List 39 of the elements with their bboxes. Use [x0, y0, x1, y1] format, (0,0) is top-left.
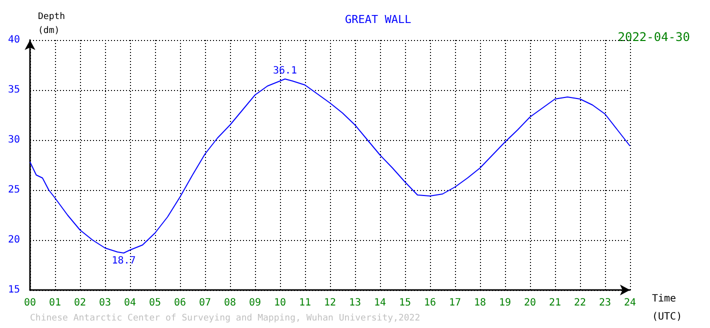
x-tick-label: 09 [248, 298, 262, 308]
x-tick-label: 22 [574, 298, 586, 308]
x-tick-label: 17 [448, 298, 462, 308]
x-tick-label: 07 [198, 298, 212, 308]
line-series [30, 78, 630, 254]
x-tick-label: 18 [474, 298, 486, 308]
x-tick-label: 10 [274, 298, 286, 308]
y-tick-label: 30 [8, 134, 20, 146]
x-tick-label: 24 [624, 298, 636, 308]
x-tick-label: 08 [224, 298, 236, 308]
x-tick-label: 04 [124, 298, 136, 308]
x-tick-label: 13 [348, 298, 362, 308]
annotation: 2022-04-30 [618, 30, 690, 44]
x-axis-title: Time (UTC) [652, 294, 682, 322]
y-tick-label: 20 [8, 234, 20, 246]
x-tick-label: 00 [24, 298, 36, 308]
x-tick-label: 02 [74, 298, 86, 308]
chart-title: GREAT WALL [345, 13, 412, 26]
y-tick-label: 40 [8, 34, 20, 46]
x-tick-label: 11 [298, 298, 312, 308]
x-tick-label: 06 [174, 298, 186, 308]
text: Chinese Antarctic Center of Surveying and Mapping, Wuhan University,2022 [30, 314, 420, 324]
y-tick-label: 25 [8, 184, 20, 196]
x-tick-label: 01 [48, 298, 62, 308]
y-tick-label: 35 [8, 84, 20, 96]
x-tick-label: 03 [98, 298, 112, 308]
x-tick-label: 20 [524, 298, 536, 308]
x-tick-label: 16 [424, 298, 436, 308]
x-tick-label: 05 [148, 298, 162, 308]
x-tick-label: 23 [598, 298, 612, 308]
annotation: 18.7 [112, 256, 136, 266]
y-axis-title: Depth (dm) [38, 12, 66, 36]
x-tick-label: 15 [398, 298, 412, 308]
x-tick-label: 19 [498, 298, 512, 308]
y-tick-label: 15 [8, 284, 20, 296]
x-tick-label: 14 [374, 298, 386, 308]
x-tick-label: 12 [324, 298, 336, 308]
annotation: 36.1 [272, 66, 298, 76]
x-tick-label: 21 [548, 298, 562, 308]
